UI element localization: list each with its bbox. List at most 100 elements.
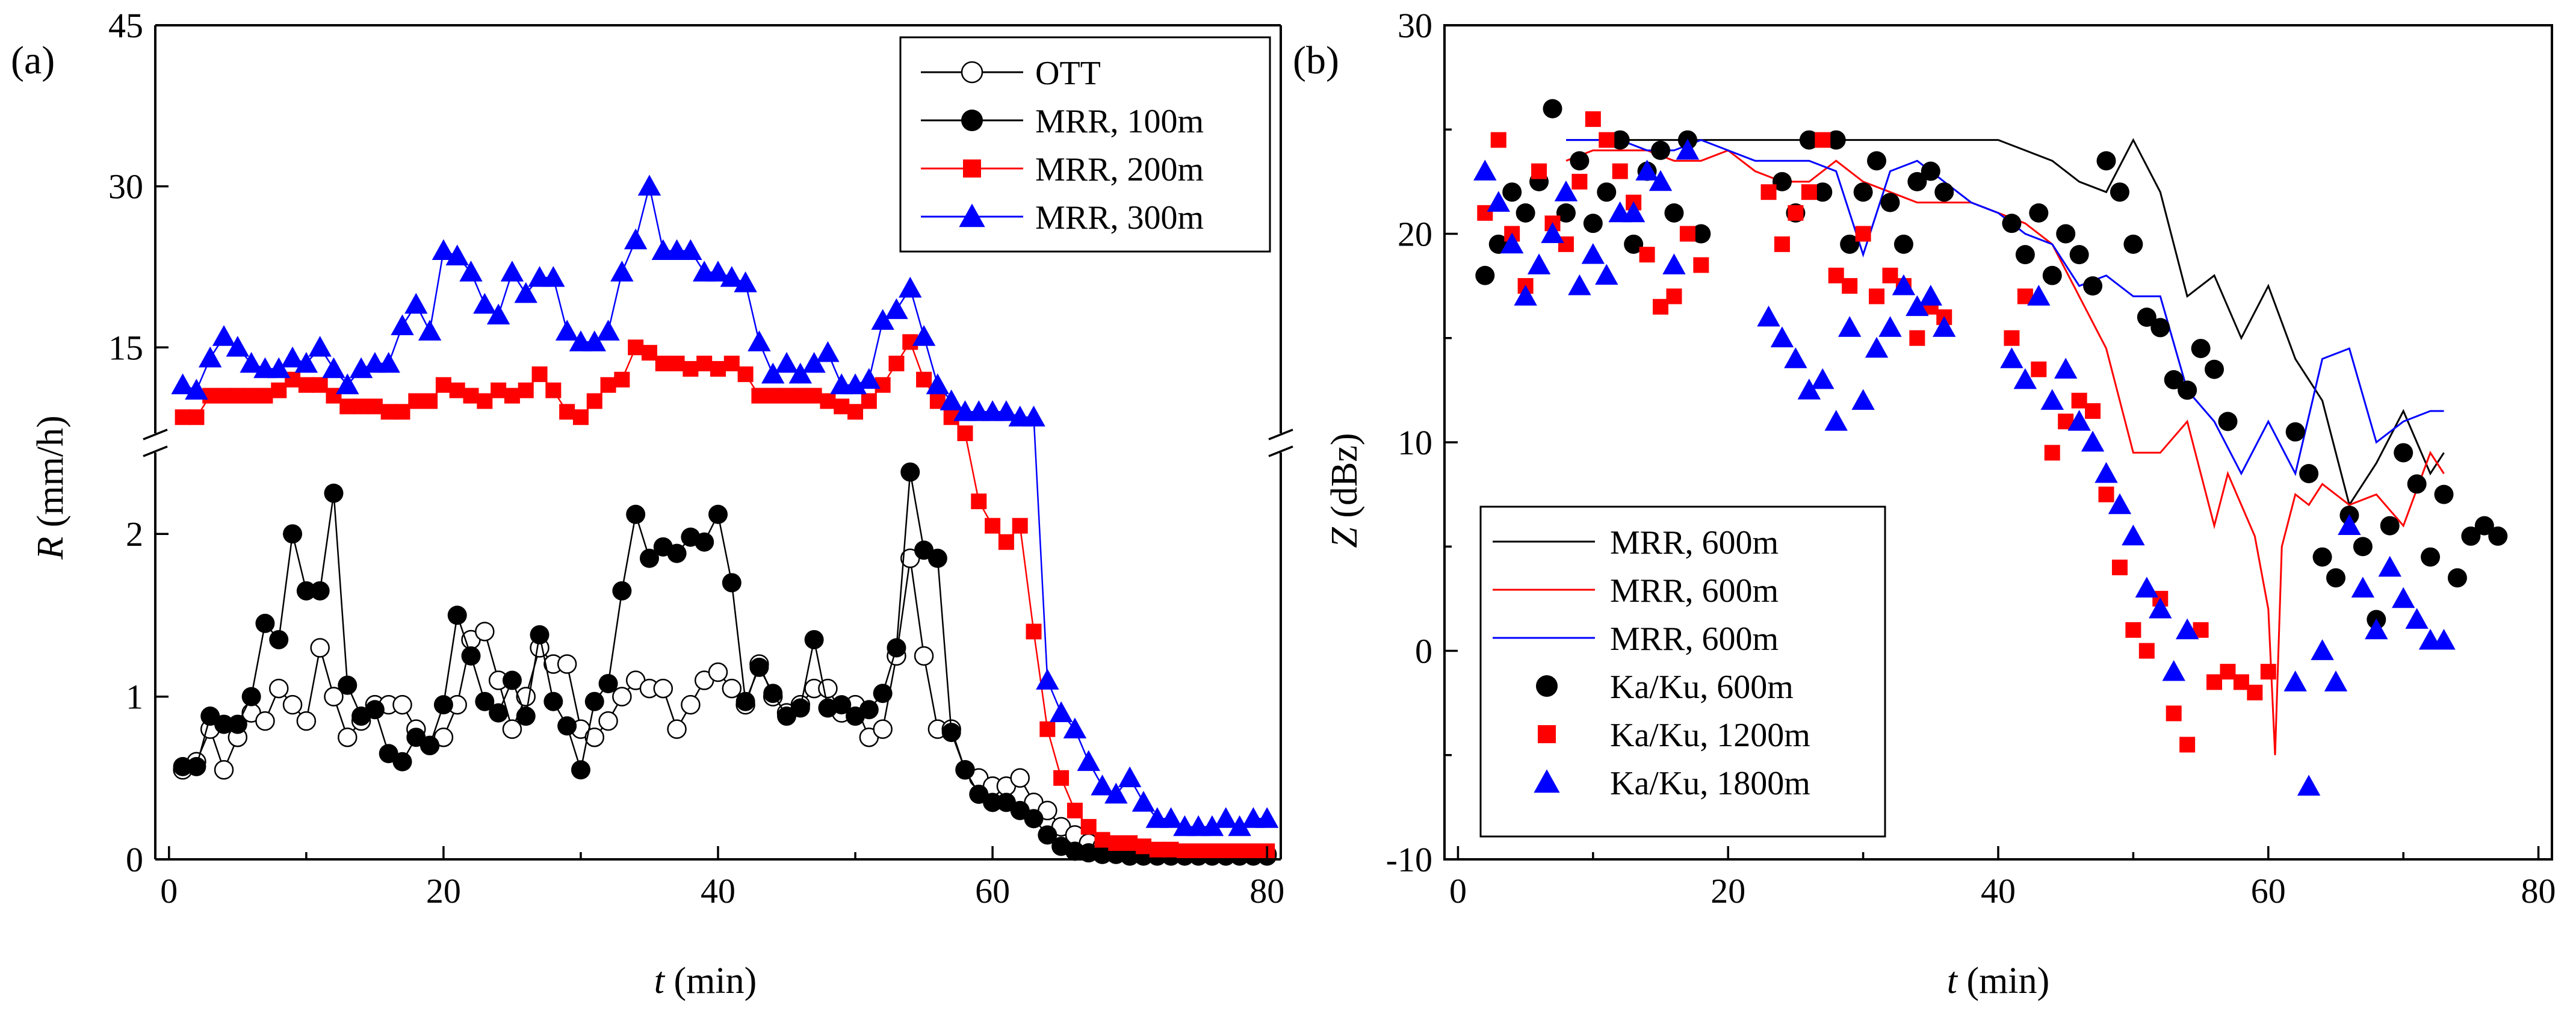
panel-a-data-point bbox=[418, 320, 442, 341]
panel-a-data-point bbox=[899, 276, 922, 298]
panel-b-data-point bbox=[2054, 357, 2078, 379]
panel-b-data-point bbox=[2351, 577, 2375, 598]
panel-b-data-point bbox=[1490, 132, 1506, 148]
panel-b-data-point bbox=[1527, 253, 1551, 274]
panel-a-data-point bbox=[790, 698, 810, 718]
panel-a-data-point bbox=[861, 393, 877, 409]
panel-a-data-point bbox=[226, 336, 250, 357]
panel-b-data-point bbox=[2283, 670, 2307, 691]
panel-a-data-point bbox=[998, 534, 1014, 550]
panel-a-data-point bbox=[1118, 766, 1142, 788]
panel-a-data-point bbox=[514, 282, 537, 303]
panel-a-data-point bbox=[1204, 843, 1220, 859]
panel-b-data-point bbox=[2149, 598, 2172, 619]
panel-a-data-point bbox=[557, 716, 577, 736]
panel-a-data-point bbox=[408, 393, 424, 409]
panel-a-y-tick-label: 1 bbox=[126, 678, 143, 717]
panel-b-data-point bbox=[1893, 234, 1913, 254]
panel-b-data-point bbox=[1487, 191, 1510, 212]
panel-b-data-point bbox=[1851, 389, 1875, 410]
panel-b-data-point bbox=[1770, 326, 1794, 348]
panel-a-data-point bbox=[518, 382, 534, 398]
panel-a-x-tick-label: 60 bbox=[975, 871, 1010, 911]
panel-b-data-point bbox=[2220, 664, 2236, 680]
panel-b-x-tick-label: 60 bbox=[2251, 871, 2286, 911]
panel-b-data-point bbox=[2311, 639, 2334, 660]
panel-b-label: (b) bbox=[1293, 39, 1339, 82]
panel-a-y-tick-label: 15 bbox=[108, 328, 143, 367]
panel-b-data-point bbox=[1624, 234, 1644, 254]
panel-a-data-point bbox=[873, 684, 893, 703]
panel-b-data-point bbox=[2447, 568, 2467, 588]
panel-a-data-point bbox=[748, 330, 771, 351]
panel-a-data-point bbox=[1200, 815, 1224, 836]
panel-a-data-point bbox=[1039, 721, 1056, 737]
panel-b-data-point bbox=[1664, 203, 1684, 223]
panel-b-data-point bbox=[1585, 111, 1601, 127]
panel-b-data-point bbox=[1840, 234, 1860, 254]
panel-b-data-point bbox=[1502, 182, 1522, 202]
panel-a-data-point bbox=[461, 646, 481, 666]
panel-a-data-point bbox=[804, 629, 824, 649]
panel-a-data-point bbox=[435, 377, 451, 393]
panel-a-data-point bbox=[394, 404, 410, 420]
panel-a-data-point bbox=[983, 793, 1003, 812]
panel-a-data-point bbox=[516, 706, 536, 726]
panel-a-data-point bbox=[871, 309, 894, 330]
panel-a-data-point bbox=[957, 425, 973, 441]
axis-break-marker-left bbox=[143, 428, 168, 457]
panel-a-data-point bbox=[1214, 807, 1237, 828]
panel-a-data-point bbox=[818, 678, 838, 699]
panel-a-data-point bbox=[859, 700, 879, 720]
panel-b-data-point bbox=[1919, 285, 1943, 306]
panel-b-data-point bbox=[1500, 232, 1524, 254]
panel-b-data-point bbox=[1838, 316, 1862, 337]
panel-a-data-point bbox=[888, 356, 905, 372]
panel-a-data-point bbox=[516, 687, 536, 706]
panel-a-data-point bbox=[1026, 623, 1042, 640]
panel-a-data-point bbox=[971, 493, 987, 510]
panel-a-data-point bbox=[296, 581, 316, 601]
panel-a-data-point bbox=[271, 382, 287, 398]
panel-a-data-point bbox=[298, 377, 314, 393]
panel-a-data-point bbox=[941, 723, 961, 743]
panel-b-data-point bbox=[1869, 288, 1885, 305]
panel-b-data-point bbox=[1865, 336, 1889, 358]
panel-b-x-tick-label: 0 bbox=[1449, 871, 1467, 911]
panel-a-data-point bbox=[834, 398, 850, 415]
panel-b-data-point bbox=[1612, 163, 1628, 179]
panel-a-series-3 bbox=[171, 175, 1279, 836]
panel-b-data-point bbox=[1772, 172, 1792, 191]
panel-a-y-axis-title: R (mm/h) bbox=[30, 415, 71, 560]
panel-b-data-point bbox=[2137, 308, 2156, 327]
panel-a-data-point bbox=[696, 356, 713, 372]
panel-b-data-point bbox=[2338, 514, 2361, 535]
panel-a-data-point bbox=[377, 351, 400, 373]
panel-a-data-point bbox=[751, 388, 767, 404]
panel-b-data-point bbox=[2206, 674, 2223, 690]
panel-a-data-point bbox=[1122, 835, 1138, 851]
panel-b-legend-label: MRR, 600m bbox=[1610, 620, 1779, 658]
panel-a-data-point bbox=[927, 548, 947, 568]
panel-a-data-point bbox=[228, 714, 247, 734]
panel-b-data-point bbox=[1666, 288, 1682, 305]
panel-a-data-point bbox=[268, 678, 289, 699]
panel-a-data-point bbox=[555, 320, 579, 341]
panel-a-data-point bbox=[473, 292, 497, 314]
panel-a-data-point bbox=[1049, 701, 1073, 722]
panel-b-data-point bbox=[2004, 330, 2020, 346]
panel-b-data-point bbox=[2110, 182, 2129, 202]
panel-a-data-point bbox=[916, 371, 932, 388]
panel-a-data-point bbox=[557, 654, 577, 674]
panel-b-data-point bbox=[1907, 172, 1927, 191]
panel-a-data-point bbox=[214, 714, 234, 734]
panel-a-data-point bbox=[294, 351, 318, 373]
panel-a-legend-label: OTT bbox=[1035, 55, 1101, 92]
panel-a-data-point bbox=[459, 261, 483, 282]
panel-b-legend-marker bbox=[1534, 769, 1560, 793]
panel-b-data-point bbox=[1651, 140, 1671, 160]
panel-a-data-point bbox=[706, 261, 730, 282]
panel-a-data-point bbox=[420, 735, 440, 755]
panel-a-data-point bbox=[1012, 518, 1028, 534]
panel-a-data-point bbox=[187, 756, 206, 776]
